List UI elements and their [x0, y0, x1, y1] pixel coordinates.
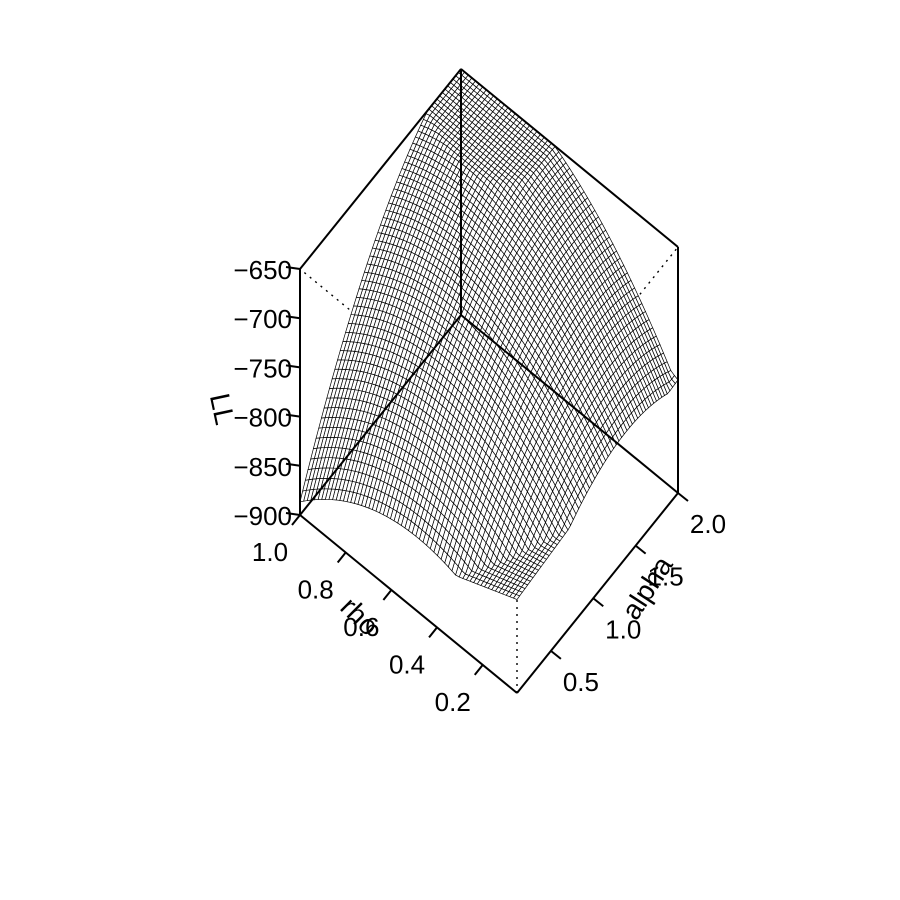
surface-mesh — [299, 68, 679, 600]
z-tick-label: −750 — [233, 353, 292, 383]
z-tick-label: −700 — [233, 304, 292, 334]
z-tick — [285, 364, 301, 369]
rho-tick-label: 0.4 — [389, 649, 425, 679]
z-tick — [285, 413, 301, 418]
box-edge — [516, 492, 679, 694]
box-edge — [299, 514, 518, 694]
z-tick — [285, 512, 301, 516]
rho-tick — [382, 589, 393, 601]
z-tick — [285, 315, 301, 320]
z-tick — [285, 266, 301, 270]
alpha-tick-label: 0.5 — [563, 667, 599, 697]
alpha-tick — [550, 650, 562, 660]
alpha-tick — [592, 597, 604, 608]
z-tick — [285, 462, 301, 467]
box-edge — [460, 314, 679, 494]
rho-tick-label: 0.6 — [343, 612, 379, 642]
z-tick-label: −900 — [233, 501, 292, 531]
rho-tick — [291, 514, 301, 526]
rho-tick — [428, 626, 438, 639]
box-edge — [299, 314, 462, 516]
rho-tick-label: 1.0 — [252, 537, 288, 567]
z-tick-label: −850 — [233, 452, 292, 482]
alpha-tick — [635, 544, 647, 555]
z-axis-label: LL — [204, 391, 241, 428]
axis-ticks: 0.20.40.60.81.00.51.01.52.0−900−850−800−… — [233, 255, 726, 717]
box-edge — [299, 68, 462, 270]
z-tick-label: −650 — [233, 255, 292, 285]
rho-tick — [473, 664, 484, 676]
rho-tick-label: 0.8 — [298, 574, 334, 604]
alpha-tick — [677, 492, 689, 502]
alpha-tick-label: 1.0 — [605, 614, 641, 644]
alpha-tick-label: 1.5 — [648, 562, 684, 592]
rho-tick-label: 0.2 — [435, 687, 471, 717]
box-edge — [460, 68, 679, 248]
alpha-tick-label: 2.0 — [690, 509, 726, 539]
rho-tick — [336, 551, 347, 564]
z-tick-label: −800 — [233, 403, 292, 433]
box-front-edges — [299, 68, 679, 694]
